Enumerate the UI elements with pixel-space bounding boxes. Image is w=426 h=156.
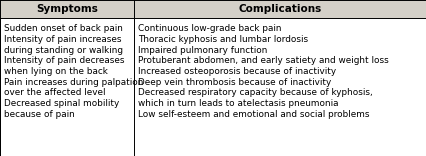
Text: because of pain: because of pain [4, 110, 75, 119]
Bar [134, 0, 426, 18]
Text: Impaired pulmonary function: Impaired pulmonary function [138, 46, 268, 54]
Text: Symptoms: Symptoms [36, 4, 98, 14]
Text: Decreased respiratory capacity because of kyphosis,: Decreased respiratory capacity because o… [138, 88, 373, 97]
Text: Intensity of pain increases: Intensity of pain increases [4, 35, 122, 44]
Text: when lying on the back: when lying on the back [4, 67, 108, 76]
Text: Intensity of pain decreases: Intensity of pain decreases [4, 56, 125, 65]
Text: Deep vein thrombosis because of inactivity: Deep vein thrombosis because of inactivi… [138, 78, 332, 87]
Text: over the affected level: over the affected level [4, 88, 106, 97]
Text: Complications: Complications [239, 4, 322, 14]
Bar [0, 0, 134, 18]
Text: during standing or walking: during standing or walking [4, 46, 123, 54]
Text: Protuberant abdomen, and early satiety and weight loss: Protuberant abdomen, and early satiety a… [138, 56, 389, 65]
Text: Sudden onset of back pain: Sudden onset of back pain [4, 24, 123, 33]
Text: Low self-esteem and emotional and social problems: Low self-esteem and emotional and social… [138, 110, 370, 119]
Text: which in turn leads to atelectasis pneumonia: which in turn leads to atelectasis pneum… [138, 99, 339, 108]
Text: Decreased spinal mobility: Decreased spinal mobility [4, 99, 120, 108]
Text: Thoracic kyphosis and lumbar lordosis: Thoracic kyphosis and lumbar lordosis [138, 35, 308, 44]
Text: Increased osteoporosis because of inactivity: Increased osteoporosis because of inacti… [138, 67, 337, 76]
Text: Continuous low-grade back pain: Continuous low-grade back pain [138, 24, 282, 33]
Text: Pain increases during palpation: Pain increases during palpation [4, 78, 144, 87]
